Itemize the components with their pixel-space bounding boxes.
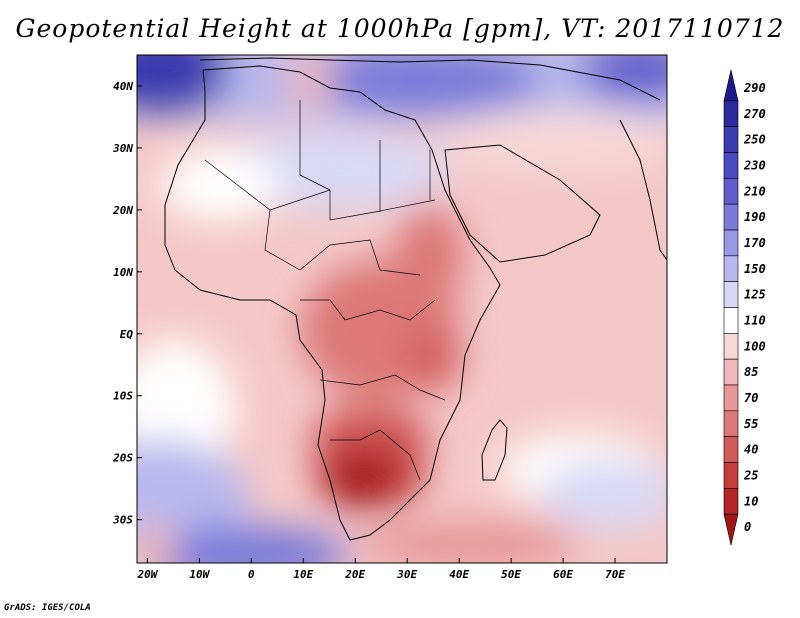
lon-tick-label: 60E <box>553 568 573 581</box>
colorbar-label: 10 <box>744 494 758 508</box>
colorbar-label: 170 <box>744 236 766 250</box>
lat-tick-label: 20N <box>112 204 133 217</box>
geopotential-field <box>137 55 667 563</box>
colorbar-swatch <box>723 100 739 127</box>
colorbar-swatch <box>723 307 739 334</box>
lon-tick-label: 20W <box>136 568 158 581</box>
plot-area <box>137 55 667 563</box>
colorbar-label: 230 <box>743 158 766 172</box>
arabia-coastline <box>444 144 601 263</box>
coastlines <box>164 57 667 541</box>
colorbar-swatch <box>723 384 739 412</box>
colorbar-swatch <box>723 358 739 386</box>
lat-tick-label: 30S <box>112 514 133 527</box>
colorbar-swatch <box>723 255 739 282</box>
latitude-axis: 40N 30N 20N 10N EQ 10S 20S 30S <box>112 80 142 527</box>
lon-tick-label: 0 <box>248 568 255 581</box>
colorbar-swatch <box>723 178 739 205</box>
colorbar-swatch <box>723 69 739 102</box>
colorbar-label: 270 <box>743 107 766 121</box>
colorbar-label: 70 <box>744 391 758 405</box>
longitude-axis: 20W 10W 0 10E 20E 30E 40E 50E 60E 70E <box>136 558 625 581</box>
africa-coastline <box>164 65 501 541</box>
lat-tick-label: 10S <box>113 390 133 403</box>
lon-tick-label: 70E <box>605 568 625 581</box>
lon-tick-label: 50E <box>501 568 521 581</box>
country-borders <box>204 100 446 481</box>
colorbar-swatch <box>723 462 739 489</box>
lat-tick-label: 30N <box>112 142 133 155</box>
lat-tick-label: 10N <box>113 266 133 279</box>
madagascar-coastline <box>481 419 508 481</box>
colorbar-swatch <box>723 281 739 308</box>
colorbar-label: 25 <box>743 468 758 482</box>
lon-tick-label: 40E <box>449 568 469 581</box>
colorbar-label: 0 <box>744 520 751 534</box>
colorbar-swatch <box>723 410 739 437</box>
colorbar-swatch <box>723 229 739 257</box>
lat-tick-label: 40N <box>113 80 133 93</box>
colorbar-label: 100 <box>744 339 766 353</box>
lat-tick-label: EQ <box>120 328 134 341</box>
india-coastline <box>619 119 667 261</box>
colorbar-label: 190 <box>744 210 766 224</box>
colorbar-label: 125 <box>744 288 766 302</box>
colorbar-swatch <box>723 203 739 231</box>
colorbar-label: 150 <box>744 262 766 276</box>
lon-tick-label: 10E <box>293 568 313 581</box>
europe-coastline <box>199 57 661 101</box>
map-title: Geopotential Height at 1000hPa [gpm], VT… <box>15 14 785 43</box>
colorbar-swatch <box>723 126 739 153</box>
colorbar: 2902702502302101901701501251101008570554… <box>723 69 766 546</box>
lon-tick-label: 10W <box>189 568 210 581</box>
lon-tick-label: 20E <box>344 568 365 581</box>
plot-frame <box>136 54 668 564</box>
colorbar-label: 110 <box>744 313 766 327</box>
colorbar-label: 250 <box>743 133 766 147</box>
colorbar-label: 40 <box>744 443 758 457</box>
colorbar-swatch <box>723 436 739 463</box>
colorbar-label: 290 <box>743 81 766 95</box>
lon-tick-label: 30E <box>396 568 417 581</box>
grads-credit: GrADS: IGES/COLA <box>4 603 91 613</box>
colorbar-swatch <box>723 152 739 179</box>
colorbar-label: 55 <box>744 417 758 431</box>
colorbar-label: 85 <box>744 365 758 379</box>
colorbar-swatch <box>723 333 739 360</box>
colorbar-swatch <box>723 488 739 515</box>
colorbar-label: 210 <box>743 184 766 198</box>
colorbar-swatch <box>723 513 739 546</box>
lat-tick-label: 20S <box>112 452 133 465</box>
